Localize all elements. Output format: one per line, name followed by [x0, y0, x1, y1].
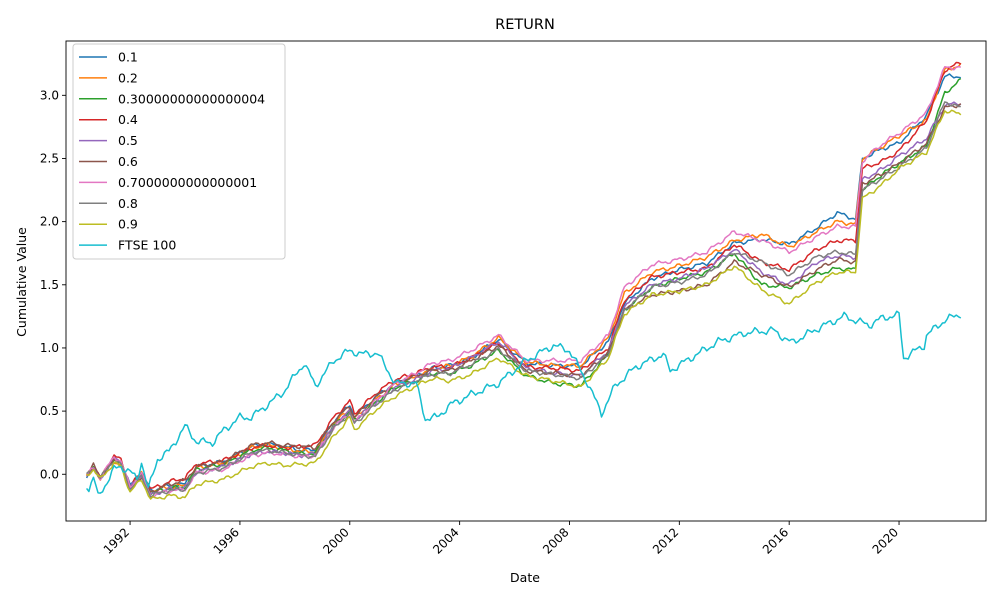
y-tick-label-5: 2.5 [40, 151, 59, 165]
legend-label-2: 0.30000000000000004 [118, 91, 265, 106]
series-line-2 [86, 77, 962, 496]
y-tick-label-2: 1.0 [40, 341, 59, 355]
legend-box [72, 43, 286, 260]
y-tick-label-0: 0.0 [40, 467, 59, 481]
legend-label-7: 0.8 [118, 196, 138, 211]
series-line-7 [86, 101, 961, 499]
legend-label-0: 0.1 [118, 50, 138, 65]
chart-title: RETURN [495, 17, 555, 33]
y-tick-label-6: 3.0 [40, 88, 59, 102]
legend-label-6: 0.7000000000000001 [118, 175, 257, 190]
legend-label-8: 0.9 [118, 217, 138, 232]
legend-label-1: 0.2 [118, 70, 138, 85]
y-tick-label-3: 1.5 [40, 278, 59, 292]
legend-label-3: 0.4 [118, 112, 138, 127]
legend: 0.1 0.2 0.30000000000000004 0.4 0.5 0.6 0.7000… [72, 43, 286, 260]
legend-label-5: 0.6 [118, 154, 138, 169]
plot-area [85, 61, 962, 500]
axes-frame [65, 40, 987, 522]
y-tick-label-1: 0.5 [40, 404, 59, 418]
series-line-5 [86, 103, 962, 493]
series-line-4 [86, 101, 962, 495]
series-line-8 [86, 109, 962, 500]
legend-label-4: 0.5 [118, 133, 138, 148]
y-tick-label-4: 2.0 [40, 215, 59, 229]
y-axis-label: Cumulative Value [14, 227, 29, 337]
series-line-9 [86, 310, 962, 494]
legend-label-9: FTSE 100 [118, 238, 176, 253]
x-axis-label: Date [510, 570, 540, 585]
